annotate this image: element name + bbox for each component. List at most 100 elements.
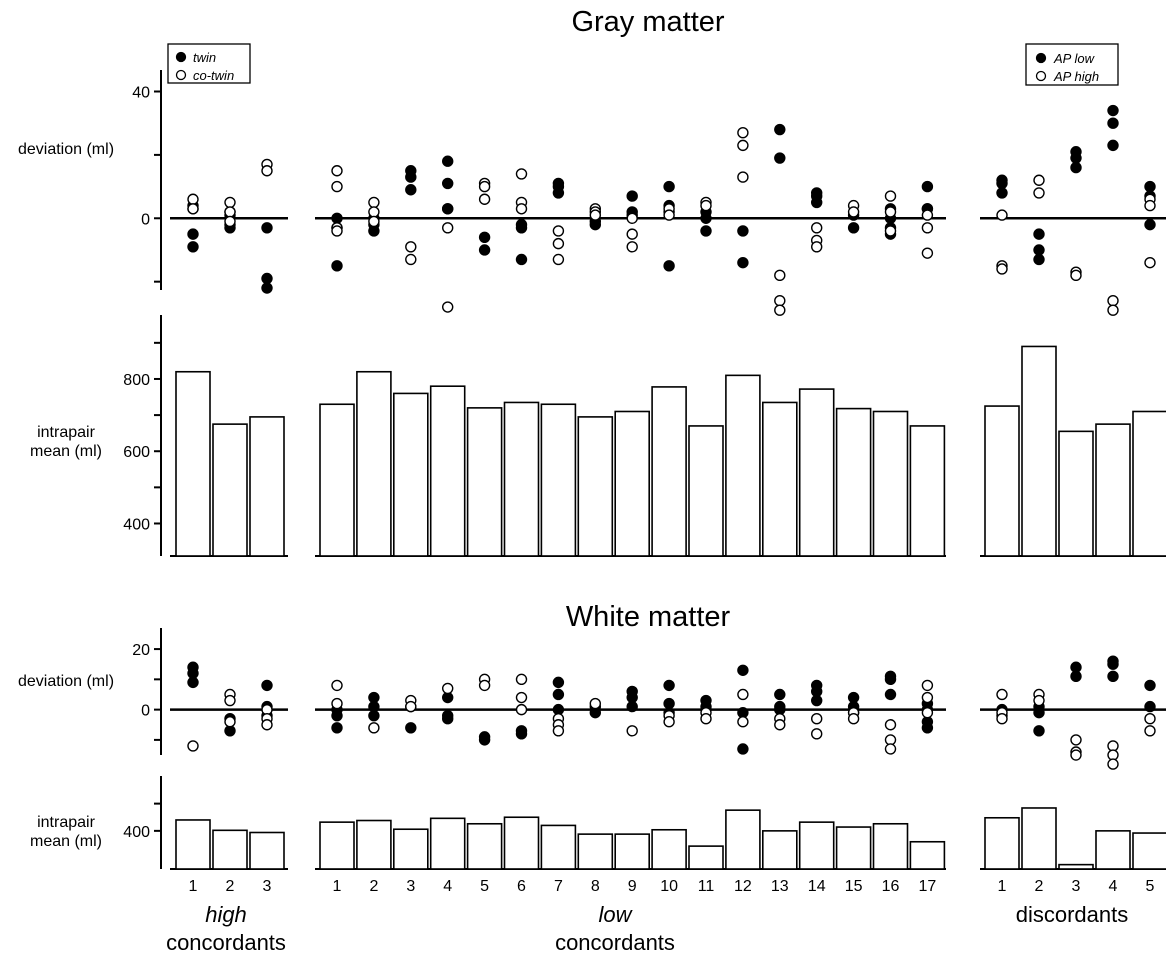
white-mean-ylabel-line1: intrapair	[37, 814, 95, 831]
white-dev-tick-label: 20	[132, 642, 150, 659]
gray-dev-filled-point	[261, 282, 273, 294]
gray-dev-filled-point	[405, 184, 417, 196]
white-dev-filled-point	[552, 688, 565, 701]
white-mean-bar	[577, 833, 614, 870]
gray-mean-bar	[835, 407, 872, 557]
group-label-discordants: discordants	[1016, 902, 1129, 927]
x-tick-label: 4	[443, 878, 452, 895]
white-dev-filled-point	[478, 734, 491, 746]
x-tick-label: 1	[189, 878, 198, 895]
white-dev-open-point	[996, 688, 1008, 701]
white-matter-title: White matter	[566, 601, 731, 633]
gray-mean-bar	[503, 401, 540, 557]
x-tick-label: 4	[1109, 878, 1118, 895]
white-dev-open-point	[626, 725, 638, 737]
gray-dev-filled-point	[1107, 104, 1119, 117]
gray-dev-filled-point	[663, 180, 675, 193]
white-mean-bar	[1132, 832, 1166, 870]
white-dev-filled-point	[368, 709, 380, 722]
legend-label-ap-high: AP high	[1053, 69, 1099, 84]
white-dev-open-point	[224, 716, 236, 728]
x-tick-label: 2	[226, 878, 235, 895]
gray-dev-filled-point	[1144, 218, 1156, 231]
white-dev-open-point	[884, 719, 897, 731]
gray-dev-tick-label: 40	[132, 85, 150, 102]
gray-dev-filled-point	[187, 228, 199, 240]
gray-dev-filled-point	[811, 196, 823, 209]
gray-mean-bar	[356, 370, 392, 557]
gray-mean-bar	[1095, 423, 1131, 557]
gray-dev-open-point	[552, 253, 565, 266]
white-dev-filled-point	[921, 722, 934, 734]
gray-dev-open-point	[811, 222, 823, 234]
gray-dev-filled-point	[331, 212, 343, 224]
gray-dev-open-point	[331, 165, 343, 177]
gray-dev-open-point	[187, 193, 199, 205]
gray-mean-ylabel-line1: intrapair	[37, 424, 95, 441]
gray-dev-open-point	[921, 247, 934, 259]
x-tick-label: 1	[998, 878, 1007, 895]
x-tick-label: 2	[1035, 878, 1044, 895]
x-tick-label: 6	[517, 878, 526, 895]
gray-dev-filled-point	[1033, 253, 1045, 266]
x-tick-label: 12	[734, 878, 752, 895]
white-dev-filled-point	[774, 688, 786, 701]
gray-dev-open-point	[478, 180, 491, 193]
white-mean-ylabel-line2: mean (ml)	[30, 833, 102, 850]
white-dev-open-point	[737, 688, 749, 701]
gray-dev-filled-point	[921, 180, 934, 193]
gray-mean-bar	[1058, 430, 1094, 557]
gray-dev-open-point	[552, 225, 565, 237]
legend-label-co-twin: co-twin	[193, 68, 234, 83]
x-tick-label: 8	[591, 878, 600, 895]
white-dev-filled-point	[626, 700, 638, 713]
white-dev-open-point	[405, 700, 417, 713]
white-dev-open-point	[1144, 713, 1156, 725]
white-mean-tick-label: 400	[123, 824, 150, 841]
white-dev-open-point	[368, 722, 380, 734]
x-tick-label: 5	[1146, 878, 1155, 895]
white-dev-open-point	[921, 706, 934, 719]
x-tick-label: 3	[1072, 878, 1081, 895]
group-label-low-concordants: concordants	[555, 930, 675, 955]
legend-twin: twin co-twin	[167, 43, 251, 84]
gray-dev-open-point	[478, 193, 491, 205]
white-dev-filled-point	[1070, 670, 1082, 683]
white-mean-bar	[1021, 807, 1057, 870]
gray-dev-open-point	[331, 180, 343, 193]
white-dev-filled-point	[811, 694, 823, 707]
white-mean-bar	[614, 833, 651, 870]
white-dev-open-point	[331, 679, 343, 692]
white-dev-tick-label: 0	[141, 703, 150, 720]
white-dev-filled-point	[884, 688, 897, 701]
white-dev-filled-point	[405, 722, 417, 734]
gray-dev-open-point	[626, 228, 638, 240]
gray-dev-open-point	[1033, 174, 1045, 186]
white-dev-filled-point	[1144, 700, 1156, 713]
gray-dev-filled-point	[663, 260, 675, 272]
white-dev-open-point	[811, 728, 823, 740]
gray-dev-filled-point	[1107, 117, 1119, 129]
white-mean-bar	[466, 822, 503, 870]
white-mean-bar	[392, 828, 429, 870]
white-mean-bar	[1095, 830, 1131, 870]
gray-mean-bar	[984, 405, 1020, 557]
x-tick-label: 1	[333, 878, 342, 895]
gray-mean-bar	[725, 374, 761, 557]
white-dev-open-point	[663, 716, 675, 728]
white-dev-open-point	[921, 679, 934, 692]
gray-dev-filled-point	[589, 218, 601, 231]
white-mean-bar	[212, 829, 248, 870]
gray-dev-filled-point	[700, 225, 712, 237]
white-dev-open-point	[442, 682, 454, 695]
gray-dev-open-point	[921, 209, 934, 221]
legend-filled-marker	[175, 51, 187, 63]
gray-mean-bar	[249, 416, 285, 557]
white-mean-bar	[1058, 863, 1094, 870]
gray-mean-bar	[319, 403, 355, 557]
gray-dev-open-point	[187, 203, 199, 215]
gray-dev-filled-point	[1144, 180, 1156, 193]
white-dev-open-point	[331, 697, 343, 710]
